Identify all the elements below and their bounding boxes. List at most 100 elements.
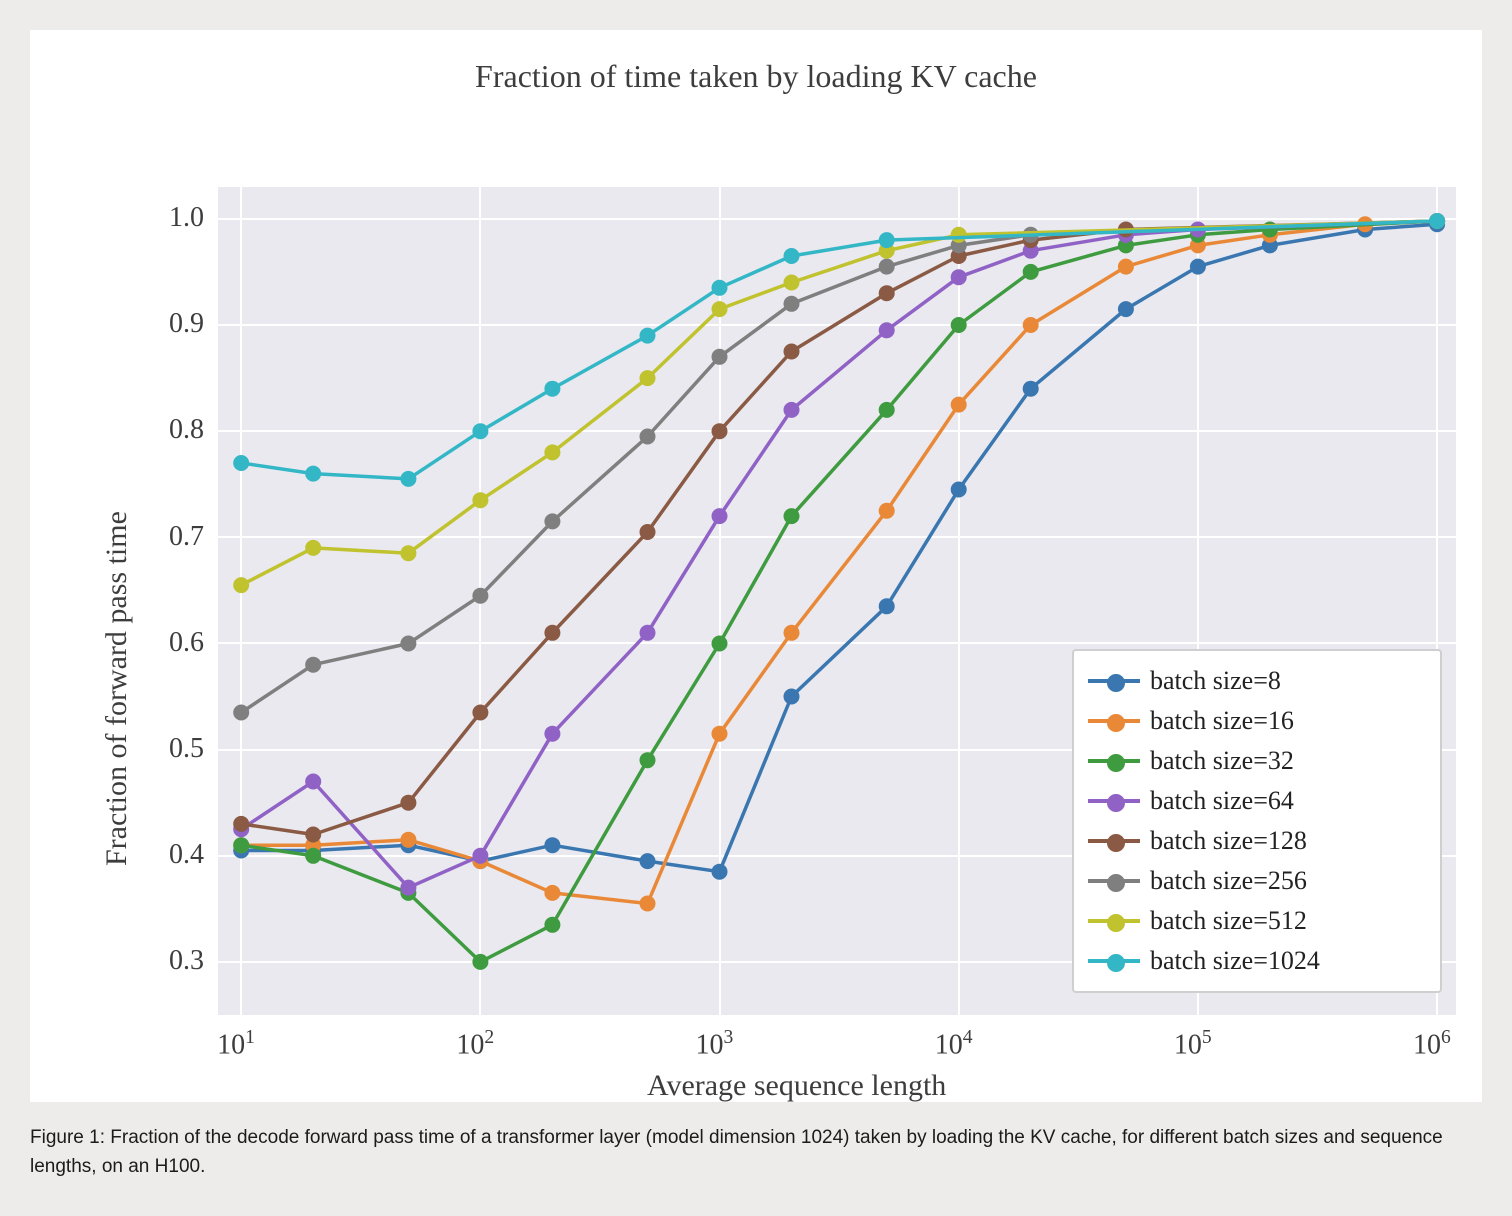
series-marker (951, 269, 967, 285)
series-marker (400, 471, 416, 487)
series-marker (951, 397, 967, 413)
legend-swatch (1088, 759, 1140, 763)
series-marker (233, 455, 249, 471)
legend-swatch (1088, 719, 1140, 723)
series-marker (640, 429, 656, 445)
series-marker (233, 577, 249, 593)
series-marker (640, 625, 656, 641)
xtick-label: 101 (217, 1027, 255, 1061)
series-marker (1118, 259, 1134, 275)
legend-item: batch size=128 (1088, 821, 1424, 861)
legend-item: batch size=32 (1088, 741, 1424, 781)
legend-swatch (1088, 679, 1140, 683)
chart-svg (40, 95, 1492, 1167)
ytick-label: 0.8 (169, 414, 204, 446)
legend-item: batch size=64 (1088, 781, 1424, 821)
series-marker (400, 795, 416, 811)
series-marker (1023, 264, 1039, 280)
legend-item: batch size=16 (1088, 701, 1424, 741)
series-marker (544, 917, 560, 933)
series-marker (640, 896, 656, 912)
series-marker (1190, 259, 1206, 275)
xtick-label: 106 (1413, 1027, 1451, 1061)
series-marker (305, 848, 321, 864)
legend-label: batch size=64 (1150, 788, 1294, 814)
legend-label: batch size=1024 (1150, 948, 1320, 974)
series-marker (1023, 317, 1039, 333)
series-marker (1118, 301, 1134, 317)
ytick-label: 0.4 (169, 839, 204, 871)
legend-item: batch size=256 (1088, 861, 1424, 901)
series-marker (784, 508, 800, 524)
legend-swatch (1088, 839, 1140, 843)
series-marker (784, 402, 800, 418)
series-marker (879, 598, 895, 614)
ytick-label: 0.3 (169, 945, 204, 977)
series-marker (544, 625, 560, 641)
series-marker (472, 423, 488, 439)
series-marker (640, 328, 656, 344)
series-marker (544, 837, 560, 853)
series-marker (472, 954, 488, 970)
series-marker (544, 513, 560, 529)
legend-label: batch size=32 (1150, 748, 1294, 774)
legend-swatch (1088, 799, 1140, 803)
series-marker (784, 296, 800, 312)
series-marker (712, 349, 728, 365)
legend-swatch (1088, 879, 1140, 883)
series-marker (233, 705, 249, 721)
series-marker (712, 864, 728, 880)
series-marker (712, 301, 728, 317)
ytick-label: 0.7 (169, 521, 204, 553)
series-marker (712, 423, 728, 439)
series-marker (784, 275, 800, 291)
page-root: Fraction of time taken by loading KV cac… (0, 0, 1512, 1216)
series-marker (233, 837, 249, 853)
series-marker (305, 540, 321, 556)
ytick-label: 0.5 (169, 733, 204, 765)
ytick-label: 1.0 (169, 202, 204, 234)
series-marker (400, 636, 416, 652)
series-line (241, 221, 1437, 479)
series-marker (712, 636, 728, 652)
series-marker (879, 232, 895, 248)
legend-label: batch size=512 (1150, 908, 1307, 934)
legend-label: batch size=256 (1150, 868, 1307, 894)
series-marker (305, 466, 321, 482)
series-marker (640, 853, 656, 869)
series-marker (784, 248, 800, 264)
legend-swatch (1088, 919, 1140, 923)
series-line (241, 221, 1437, 585)
series-marker (879, 402, 895, 418)
xtick-label: 105 (1174, 1027, 1212, 1061)
series-marker (879, 503, 895, 519)
ytick-label: 0.9 (169, 308, 204, 340)
series-marker (544, 885, 560, 901)
series-marker (305, 827, 321, 843)
series-marker (784, 689, 800, 705)
series-marker (951, 317, 967, 333)
series-marker (472, 492, 488, 508)
series-marker (640, 370, 656, 386)
series-marker (712, 508, 728, 524)
series-marker (951, 227, 967, 243)
series-marker (1429, 213, 1445, 229)
series-marker (400, 545, 416, 561)
series-line (241, 221, 1437, 713)
chart-card: Fraction of time taken by loading KV cac… (30, 30, 1482, 1102)
series-marker (233, 816, 249, 832)
series-marker (879, 285, 895, 301)
series-marker (1023, 381, 1039, 397)
series-marker (544, 726, 560, 742)
series-marker (544, 444, 560, 460)
legend-item: batch size=512 (1088, 901, 1424, 941)
legend-label: batch size=128 (1150, 828, 1307, 854)
legend-item: batch size=8 (1088, 661, 1424, 701)
series-marker (472, 588, 488, 604)
series-marker (472, 705, 488, 721)
series-marker (879, 259, 895, 275)
series-marker (305, 774, 321, 790)
series-marker (784, 625, 800, 641)
series-marker (305, 657, 321, 673)
legend-label: batch size=16 (1150, 708, 1294, 734)
